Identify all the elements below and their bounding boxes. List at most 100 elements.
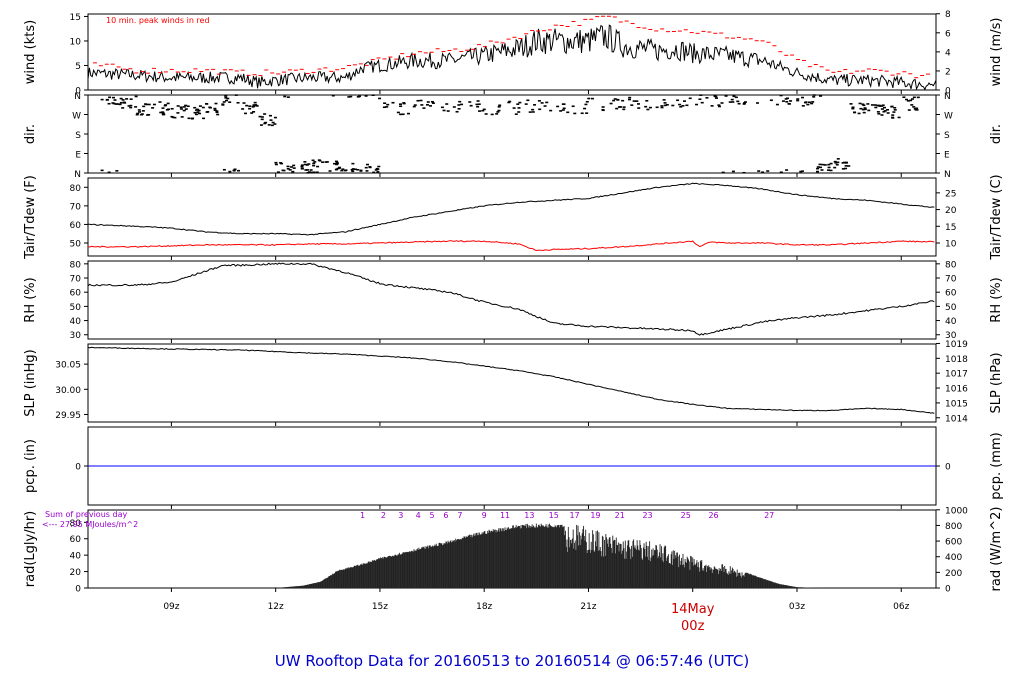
slp-tick-label-right: 1016	[945, 385, 968, 395]
dir-ylabel-left: dir.	[23, 124, 38, 144]
rad-tick-label-left: 20	[70, 568, 82, 578]
temp-tick-label-right: 15	[945, 223, 956, 233]
rh-tick-label-left: 80	[70, 260, 82, 270]
x-tick-label: 21z	[580, 602, 596, 612]
rad-tick-label-right: 0	[945, 585, 951, 595]
dir-tick-label-right: S	[944, 131, 950, 141]
figure-title: UW Rooftop Data for 20160513 to 20160514…	[275, 652, 749, 670]
solar-hour-mark: 27	[764, 511, 774, 520]
rh-tick-label-right: 80	[945, 260, 957, 270]
rad-tick-label-right: 400	[945, 553, 962, 563]
wind-tick-label-right: 8	[945, 10, 951, 20]
wind-ylabel-right: wind (m/s)	[989, 18, 1004, 87]
pcp-tick-label-right: 0	[945, 463, 951, 473]
panel-temp: Tair/Tdew (F) Tair/Tdew (C) 50 60 70 80 10 15 20…	[23, 174, 1004, 260]
solar-hour-mark: 26	[708, 511, 718, 520]
wind-tick-label-left: 15	[70, 13, 81, 23]
rad-tick-label-left: 60	[70, 535, 82, 545]
x-tick-label: 15z	[372, 602, 388, 612]
pcp-tick-label-left: 0	[75, 463, 81, 473]
rad-tick-label-left: 0	[75, 585, 81, 595]
wind-tick-label-right: 0	[945, 87, 951, 97]
dir-tick-label-left: W	[72, 112, 81, 122]
slp-ylabel-left: SLP (inHg)	[23, 349, 38, 417]
slp-tick-label-left: 29.95	[55, 411, 81, 421]
rh-tick-label-left: 30	[70, 331, 82, 341]
solar-hour-mark: 9	[482, 511, 487, 520]
slp-tick-label-right: 1018	[945, 355, 968, 365]
solar-hour-mark: 11	[500, 511, 510, 520]
rh-tick-label-left: 60	[70, 289, 82, 299]
dir-tick-label-right: N	[944, 170, 951, 180]
rad-tick-label-right: 200	[945, 569, 962, 579]
rad-tick-label-left: 80	[70, 519, 82, 529]
wind-tick-label-left: 5	[75, 62, 81, 72]
rh-frame	[87, 260, 937, 340]
solar-hour-mark: 15	[549, 511, 559, 520]
temp-tick-label-left: 60	[70, 221, 82, 231]
rad-tick-label-right: 600	[945, 538, 962, 548]
temp-tick-label-right: 20	[945, 206, 957, 216]
solar-hour-mark: 2	[381, 511, 386, 520]
dewpoint-line	[87, 240, 935, 252]
panel-slp: SLP (inHg) SLP (hPa) 29.95 30.00 30.05 1014 10…	[23, 340, 1004, 426]
rad-note-line1: Sum of previous day	[45, 510, 127, 519]
solar-hour-mark: 6	[443, 511, 448, 520]
solar-hour-mark: 7	[457, 511, 462, 520]
x-tick-label: 03z	[789, 602, 805, 612]
temp-tick-label-right: 10	[945, 240, 957, 250]
sea-level-pressure-line	[87, 346, 935, 414]
temp-tick-label-left: 50	[70, 240, 82, 250]
x-tick-label: 12z	[268, 602, 284, 612]
rad-tick-label-left: 40	[70, 552, 82, 562]
wind-tick-label-left: 0	[75, 87, 81, 97]
rh-tick-label-left: 40	[70, 317, 82, 327]
solar-hour-mark: 13	[524, 511, 534, 520]
rh-tick-label-left: 70	[70, 275, 82, 285]
relative-humidity-line	[87, 262, 935, 336]
solar-hour-mark: 3	[398, 511, 403, 520]
slp-tick-label-right: 1017	[945, 370, 968, 380]
panel-rad: rad(Lgly/hr) rad (W/m^2)02040608002004006…	[23, 506, 1004, 594]
rad-ylabel-right: rad (W/m^2)	[989, 507, 1004, 592]
panel-wind: wind (kts) wind (m/s) 0 5 10 15 0 2 4 6 8 10 min. p…	[23, 10, 1004, 96]
dir-tick-label-left: N	[74, 170, 81, 180]
solar-hour-mark: 23	[642, 511, 652, 520]
temp-ylabel-left: Tair/Tdew (F)	[23, 175, 38, 260]
temp-frame	[87, 177, 937, 257]
solar-hour-mark: 17	[569, 511, 579, 520]
dir-tick-label-left: N	[74, 92, 81, 102]
dir-tick-label-left: E	[75, 151, 81, 161]
slp-tick-label-right: 1019	[945, 340, 968, 350]
panel-rh: RH (%) RH (%) 30 40 50 60 70 80 30 40 50 60 70 80	[23, 260, 1004, 343]
rad-tick-label-right: 800	[945, 522, 962, 532]
solar-hour-mark: 5	[430, 511, 435, 520]
panel-pcp: pcp. (in) pcp. (mm) 0 0	[23, 426, 1004, 509]
temp-tick-label-left: 70	[70, 202, 82, 212]
rh-tick-label-right: 50	[945, 303, 957, 313]
rh-tick-label-right: 30	[945, 331, 957, 341]
solar-hour-mark: 1	[360, 511, 365, 520]
dir-tick-label-right: E	[944, 151, 950, 161]
rh-ylabel-left: RH (%)	[23, 277, 38, 322]
pcp-ylabel-right: pcp. (mm)	[989, 432, 1004, 499]
rh-tick-label-left: 50	[70, 303, 82, 313]
slp-tick-label-left: 30.00	[55, 386, 81, 396]
day-date-label: 14May	[671, 602, 715, 617]
slp-tick-label-left: 30.05	[55, 361, 81, 371]
wind-tick-label-right: 6	[945, 29, 951, 39]
rh-ylabel-right: RH (%)	[989, 277, 1004, 322]
dir-frame	[87, 94, 937, 174]
solar-hour-mark: 4	[416, 511, 421, 520]
solar-hour-mark: 25	[681, 511, 691, 520]
slp-frame	[87, 343, 937, 423]
x-tick-label: 18z	[476, 602, 492, 612]
rh-tick-label-right: 40	[945, 317, 957, 327]
wind-ylabel-left: wind (kts)	[23, 20, 38, 84]
panel-dir: dir. dir.N NE ES SW WN N	[23, 92, 1004, 180]
dir-tick-label-right: N	[944, 92, 951, 102]
air-temperature-line	[88, 182, 935, 236]
rad-tick-label-right: 1000	[945, 506, 968, 516]
dir-tick-label-right: W	[944, 112, 953, 122]
